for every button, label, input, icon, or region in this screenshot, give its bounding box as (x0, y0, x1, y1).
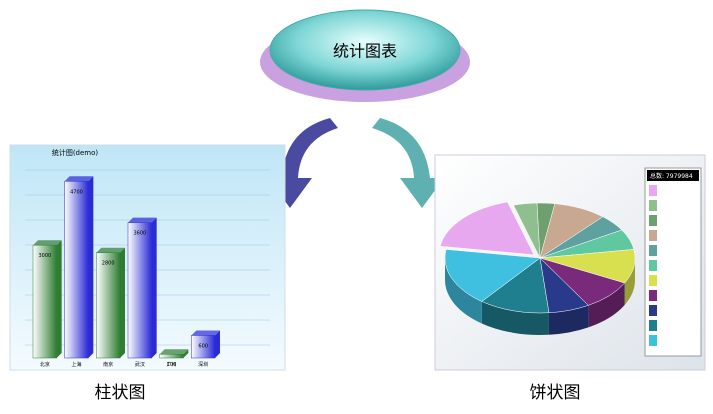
x-tick-label: 武汉 (135, 361, 145, 368)
legend-swatch (649, 335, 657, 346)
arrow-right (372, 118, 444, 208)
legend-swatch (649, 245, 657, 256)
pie-side (624, 258, 635, 305)
pie-slice (444, 249, 541, 302)
bar-value-label: 3000 (38, 253, 51, 259)
bar-side (120, 247, 125, 358)
legend-swatch (649, 215, 657, 226)
bar-top (159, 349, 189, 355)
pie-side (481, 301, 549, 336)
pie-side (548, 305, 589, 335)
bar (191, 335, 216, 359)
legend-swatch (649, 305, 657, 316)
bar (159, 353, 184, 359)
legend-header (647, 170, 699, 181)
pie-caption: 饼状图 (530, 383, 581, 403)
pie-slice (481, 257, 550, 314)
bar-side (183, 349, 189, 358)
pie-side (588, 282, 625, 328)
legend-swatch (649, 320, 657, 331)
bar-value-label: 100 (167, 362, 177, 368)
x-tick-label: 北京 (40, 361, 50, 368)
bar-value-label: 4700 (70, 189, 83, 195)
x-tick-label: 深圳 (198, 361, 208, 368)
bar-side (88, 176, 94, 358)
bar-side (215, 330, 220, 358)
x-tick-label: 上海 (71, 361, 81, 368)
bar-value-label: 3600 (133, 231, 146, 237)
bar (64, 181, 89, 359)
pie-slice (439, 201, 535, 256)
bar-caption: 柱状图 (95, 383, 146, 403)
bar-top (96, 247, 125, 253)
legend-swatch (649, 260, 657, 271)
x-tick-label: 南京 (103, 361, 113, 368)
bar-side (151, 217, 157, 358)
bar-top (128, 217, 157, 223)
bar-value-label: 2800 (102, 261, 115, 267)
legend-swatch (649, 185, 657, 196)
oval-button[interactable] (269, 9, 461, 91)
bar-top (191, 330, 220, 336)
legend-swatch (649, 290, 657, 301)
legend-swatch (649, 230, 657, 241)
x-tick-label: 广州 (166, 361, 176, 368)
bar (32, 244, 57, 359)
legend-swatch (649, 275, 657, 286)
bar-title: 统计图(demo) (52, 148, 99, 157)
bar (96, 252, 121, 359)
bar-side (56, 240, 62, 358)
bar-top (33, 240, 62, 246)
center-label: 统计图表 (333, 42, 397, 61)
bar-value-label: 600 (198, 343, 208, 349)
bar-top (64, 176, 94, 182)
legend-swatch (649, 200, 657, 211)
legend-title: 总数: 7979984 (650, 172, 693, 180)
bar (127, 222, 152, 359)
